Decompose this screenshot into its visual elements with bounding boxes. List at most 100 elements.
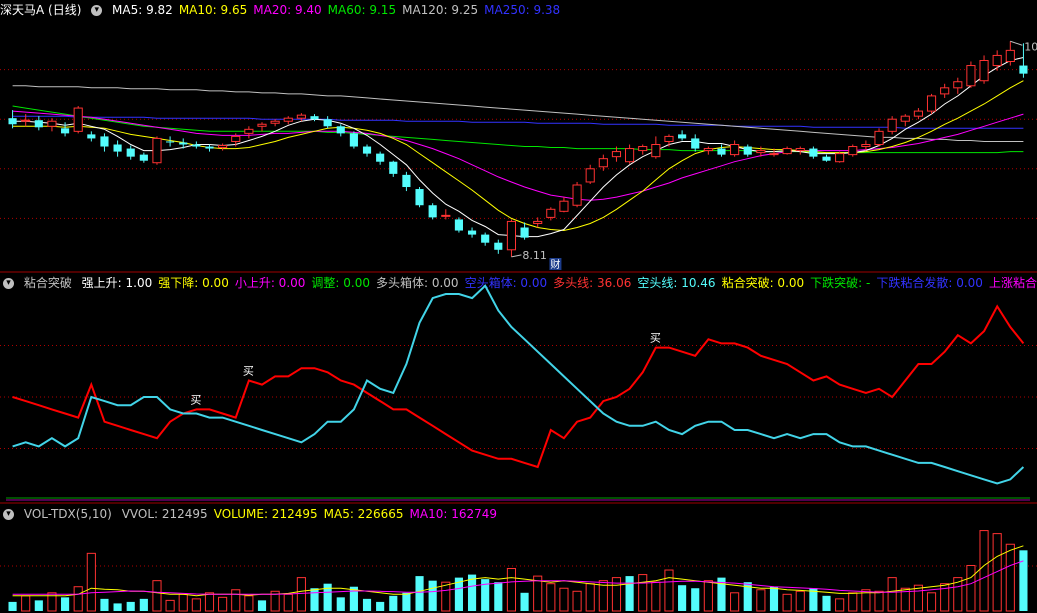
candle-body <box>87 134 96 139</box>
volume-bar <box>769 586 779 611</box>
volume-bar <box>520 592 529 611</box>
candle-body <box>415 189 424 206</box>
candle-body <box>559 200 569 212</box>
candle-body <box>310 116 319 120</box>
candle <box>730 140 740 157</box>
candle-body <box>376 153 385 162</box>
volume-bar <box>848 592 858 612</box>
candle-body <box>743 146 752 155</box>
candle <box>900 114 910 127</box>
candle-body <box>323 119 332 127</box>
ma-legend-ma10: MA10: 9.65 <box>178 3 248 17</box>
volume-bar <box>231 589 241 612</box>
volume-bar <box>244 595 254 612</box>
indicator-item: 强下降: 0.00 <box>158 276 229 290</box>
volume-bar <box>270 590 280 612</box>
volume-bar <box>940 583 950 612</box>
volume-bar <box>926 592 937 612</box>
candle <box>415 187 424 208</box>
candle-body <box>467 230 477 235</box>
candle-body <box>992 54 1002 67</box>
candle-body <box>966 65 976 87</box>
candle <box>402 171 411 192</box>
ma-line-ma10 <box>12 80 1024 232</box>
volume-bar <box>874 590 884 612</box>
candle-body <box>926 95 937 112</box>
candle-body <box>533 220 543 224</box>
candle-body <box>822 156 831 161</box>
volume-bar <box>139 598 148 611</box>
volume-item: VOLUME: 212495 <box>213 507 318 521</box>
volume-bar <box>257 600 267 611</box>
volume-bar <box>467 574 477 611</box>
volume-bar <box>572 590 582 612</box>
ma-line-ma20 <box>12 110 1024 201</box>
candle-body <box>257 123 267 127</box>
volume-ma10-line <box>12 560 1024 595</box>
volume-bar <box>691 588 700 611</box>
candle <box>874 128 884 147</box>
candle <box>598 154 608 171</box>
candle <box>559 197 569 213</box>
candle <box>283 116 293 125</box>
candle <box>336 124 345 137</box>
candle-body <box>441 214 451 217</box>
ma-line-ma250 <box>12 115 1024 129</box>
candle <box>992 50 1002 71</box>
candle-body <box>795 148 805 152</box>
candle <box>795 146 805 155</box>
candle <box>152 136 162 165</box>
candle-body <box>1019 65 1028 74</box>
candle <box>73 106 83 134</box>
candle-body <box>664 135 674 142</box>
candle <box>717 144 726 157</box>
volume-bar <box>165 599 175 612</box>
volume-bar <box>1019 550 1028 611</box>
candle <box>310 114 319 122</box>
volume-bar <box>611 577 622 612</box>
volume-bar <box>494 582 503 611</box>
candle <box>822 154 831 162</box>
low-price-label: 8.11 <box>522 249 547 262</box>
candle <box>809 146 818 159</box>
candle <box>940 83 950 98</box>
volume-bar <box>809 588 818 611</box>
candle <box>861 140 871 151</box>
candle <box>139 152 148 163</box>
chevron-down-icon[interactable]: ▾ <box>3 278 14 289</box>
ma-legend-ma5: MA5: 9.82 <box>112 3 173 17</box>
candle <box>638 144 648 155</box>
volume-bar <box>454 577 463 611</box>
volume-bar <box>336 597 345 611</box>
chevron-down-icon[interactable]: ▾ <box>91 5 103 16</box>
candle <box>1019 43 1028 78</box>
price-legend: 深天马A (日线) ▾ MA5: 9.82 MA10: 9.65 MA20: 9.4… <box>0 2 1037 18</box>
candle-body <box>349 133 358 147</box>
chevron-down-icon[interactable]: ▾ <box>3 509 14 520</box>
ma-legend-ma120: MA120: 9.25 <box>402 3 479 17</box>
indicator-item: 多头箱体: 0.00 <box>375 276 459 290</box>
indicator-item: 下跌突破: - <box>810 276 871 290</box>
candle-body <box>717 148 726 155</box>
volume-bar <box>113 603 122 611</box>
candle <box>296 113 306 122</box>
volume-bar <box>389 595 398 611</box>
volume-bar <box>598 580 608 612</box>
volume-bar <box>756 589 766 612</box>
candle <box>887 116 897 135</box>
candle-body <box>362 146 372 154</box>
candle <box>389 160 398 177</box>
candle-body <box>152 137 162 164</box>
candle-body <box>1005 49 1015 63</box>
candle <box>87 131 96 142</box>
candle <box>691 134 700 152</box>
buy-signal-label: 买 <box>650 332 661 345</box>
candle-body <box>691 138 700 149</box>
candle <box>1005 41 1015 66</box>
indicator-values: 强上升: 1.00 强下降: 0.00 小上升: 0.00 调整: 0.00 多头箱体:… <box>82 276 1037 290</box>
candle-body <box>756 150 766 154</box>
candle <box>611 146 622 162</box>
volume-item: VVOL: 212495 <box>121 507 208 521</box>
candle <box>913 108 923 120</box>
